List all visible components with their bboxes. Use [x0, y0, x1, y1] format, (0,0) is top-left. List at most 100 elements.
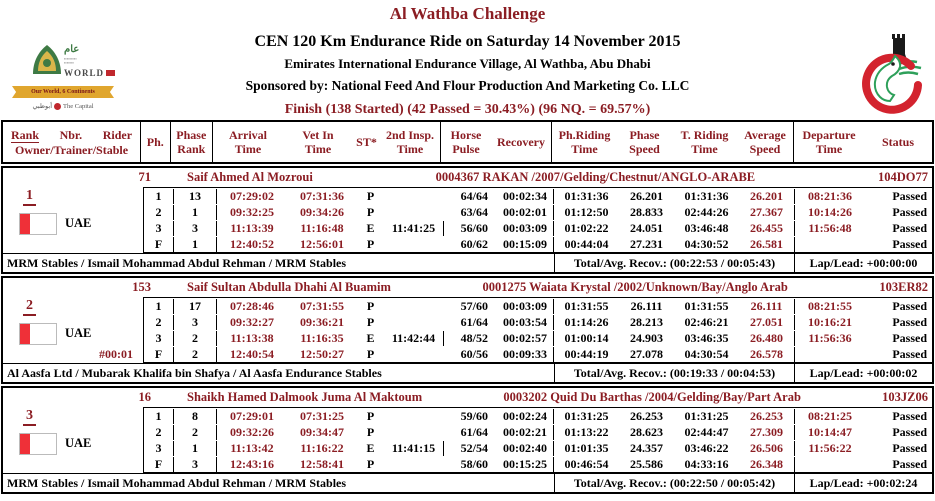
header-times-group: Arrival Time Vet In Time ST* 2nd Insp. T… [213, 122, 441, 162]
phase-cell-avg-speed: 26.201 [739, 188, 795, 204]
phase-cell-avg-speed: 26.111 [739, 298, 795, 314]
phase-cell-ph: 3 [144, 440, 174, 456]
rider-footer-row: MRM Stables / Ismail Mohammad Abdul Rehm… [3, 253, 932, 272]
phase-cell-ph-riding: 01:02:22 [564, 220, 609, 235]
page-header: عام ▪▪▪▪▪▪▪▪▪ ▪▪▪▪▪▪▪ WORLD Our World, 6 … [0, 0, 935, 120]
phase-cell-st: P [366, 314, 375, 329]
owner-trainer-stable: Al Aasfa Ltd / Mubarak Khalifa bin Shafy… [7, 365, 382, 380]
rider-body: 2 UAE #00:01 1 17 07:28:46 07:31:55 P 57… [3, 297, 932, 363]
rank-badge: 3 [23, 408, 36, 426]
horse-info: 0003202 Quid Du Barthas /2004/Gelding/Ba… [503, 390, 801, 404]
registration-id: 104DO77 [878, 170, 928, 184]
country-label: UAE [65, 436, 92, 450]
phase-cell-arrival: 12:40:52 [230, 236, 274, 251]
rider-body: 3 UAE 1 8 07:29:01 07:31:25 P 59/60 00:0… [3, 407, 932, 473]
phase-cell-pulse: 63/64 [460, 204, 488, 219]
phase-row: 3 2 11:13:38 11:16:35 E 11:42:44 48/52 0… [144, 330, 932, 346]
phase-cell-ph: 2 [144, 204, 174, 220]
header-t-riding: T. Riding Time [680, 128, 729, 156]
phase-cell-ph-riding: 00:44:19 [564, 346, 609, 361]
phase-cell-vet-in: 12:58:41 [300, 456, 344, 471]
phase-cell-arrival: 07:29:01 [230, 408, 274, 423]
phase-row: 3 3 11:13:39 11:16:48 E 11:41:25 56/60 0… [144, 220, 932, 236]
phase-cell-pulse: 64/64 [460, 188, 488, 203]
phase-cell-rank: 3 [174, 314, 217, 330]
phase-cell-ph-riding: 01:31:55 [564, 298, 609, 313]
phase-cell-rank: 1 [174, 204, 217, 220]
header-ph-riding: Ph.Riding Time [558, 128, 611, 156]
rider-name-row: 153 Saif Sultan Abdulla Dhahi Al Buamim … [3, 278, 932, 297]
header-nbr: Nbr. [59, 127, 83, 142]
phase-cell-pulse: 52/54 [460, 440, 488, 455]
phase-row: F 1 12:40:52 12:56:01 P 60/62 00:15:09 0… [144, 236, 932, 252]
phase-row: 1 17 07:28:46 07:31:55 P 57/60 00:03:09 … [144, 298, 932, 314]
phase-cell-departure: 08:21:25 [808, 408, 852, 423]
phase-cell-rank: 2 [174, 424, 217, 440]
phase-cell-arrival: 09:32:25 [230, 204, 274, 219]
capital-emblem-icon [54, 103, 61, 111]
phase-cell-avg-speed: 26.578 [739, 346, 795, 362]
phase-cell-st: P [366, 408, 375, 423]
uae-flag-icon [19, 213, 57, 235]
phase-cell-avg-speed: 26.506 [739, 440, 795, 456]
phase-cell-t-riding: 04:30:52 [684, 236, 729, 251]
phase-cell-vet-in: 11:16:22 [300, 440, 344, 455]
phase-cell-ph: 2 [144, 314, 174, 330]
world-logo-smallprint: ▪▪▪▪▪▪▪▪▪ ▪▪▪▪▪▪▪ [64, 56, 77, 65]
phase-cell-departure: 10:16:21 [808, 314, 852, 329]
dome-icon [33, 45, 61, 74]
phase-cell-avg-speed: 26.348 [739, 456, 795, 472]
horse-info: 0001275 Waiata Krystal /2002/Unknown/Bay… [482, 280, 788, 294]
phase-cell-t-riding: 02:44:47 [684, 424, 729, 439]
phase-rows: 1 13 07:29:02 07:31:36 P 64/64 00:02:34 … [143, 187, 932, 253]
phase-cell-phase-speed: 24.051 [630, 220, 663, 235]
rider-block: 71 Saif Ahmed Al Mozroui 0004367 RAKAN /… [1, 166, 934, 274]
phase-cell-recovery: 00:03:09 [494, 298, 554, 314]
phase-cell-vet-in: 09:34:26 [300, 204, 344, 219]
phase-cell-departure: 11:56:48 [808, 220, 852, 235]
phase-cell-avg-speed: 26.253 [739, 408, 795, 424]
rider-name-row: 71 Saif Ahmed Al Mozroui 0004367 RAKAN /… [3, 168, 932, 187]
phase-cell-avg-speed: 26.455 [739, 220, 795, 236]
phase-cell-status: Passed [892, 188, 927, 203]
phase-cell-phase-speed: 24.903 [630, 330, 663, 345]
total-avg-recovery: Total/Avg. Recov.: (00:22:53 / 00:05:43) [554, 254, 795, 272]
phase-cell-recovery: 00:02:01 [494, 204, 554, 220]
phase-cell-rank: 2 [174, 346, 217, 362]
phase-cell-arrival: 11:13:42 [230, 440, 274, 455]
lap-lead: Lap/Lead: +00:02:24 [809, 475, 918, 490]
phase-cell-rank: 17 [174, 298, 217, 314]
rank-badge: 1 [23, 188, 36, 206]
phase-cell-ph-riding: 01:01:35 [564, 440, 609, 455]
phase-cell-departure: 11:56:36 [808, 330, 852, 345]
results-header-row: Rank Nbr. Rider Owner/Trainer/Stable Ph.… [1, 120, 934, 164]
phase-cell-t-riding: 03:46:48 [684, 220, 729, 235]
world-logo-top: عام ▪▪▪▪▪▪▪▪▪ ▪▪▪▪▪▪▪ WORLD [8, 44, 118, 84]
phase-cell-ph-riding: 01:31:36 [564, 188, 609, 203]
phase-cell-recovery: 00:03:09 [494, 220, 554, 236]
results-sheet: Rank Nbr. Rider Owner/Trainer/Stable Ph.… [1, 120, 934, 494]
world-logo-capital: أبوظبي The Capital [32, 103, 94, 111]
horse-head-icon [873, 54, 902, 103]
world-logo-wordmark: WORLD [64, 68, 116, 78]
phase-cell-pulse: 59/60 [460, 408, 488, 423]
phase-cell-recovery: 00:02:40 [494, 440, 554, 456]
phase-cell-phase-speed: 28.213 [630, 314, 663, 329]
owner-trainer-stable: MRM Stables / Ismail Mohammad Abdul Rehm… [7, 255, 347, 270]
phase-cell-recovery: 00:02:34 [494, 188, 554, 204]
phase-cell-recovery: 00:09:33 [494, 346, 554, 362]
phase-cell-phase-speed: 26.253 [630, 408, 663, 423]
phase-cell-avg-speed: 27.309 [739, 424, 795, 440]
phase-cell-vet-in: 07:31:25 [300, 408, 344, 423]
phase-cell-recovery: 00:02:24 [494, 408, 554, 424]
phase-cell-pulse: 56/60 [460, 220, 488, 235]
phase-cell-st: P [366, 204, 375, 219]
phase-cell-vet-in: 12:56:01 [300, 236, 344, 251]
header-rider: Rider [102, 127, 133, 142]
phase-cell-phase-speed: 28.833 [630, 204, 663, 219]
phase-cell-rank: 13 [174, 188, 217, 204]
phase-cell-st: P [366, 424, 375, 439]
phase-cell-status: Passed [892, 408, 927, 423]
rider-number: 16 [138, 390, 152, 404]
